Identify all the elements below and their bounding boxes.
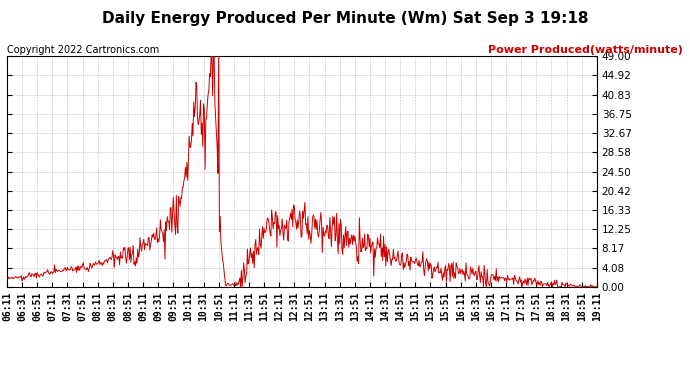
Text: Copyright 2022 Cartronics.com: Copyright 2022 Cartronics.com [7,45,159,55]
Text: Power Produced(watts/minute): Power Produced(watts/minute) [489,45,683,55]
Text: Daily Energy Produced Per Minute (Wm) Sat Sep 3 19:18: Daily Energy Produced Per Minute (Wm) Sa… [101,11,589,26]
